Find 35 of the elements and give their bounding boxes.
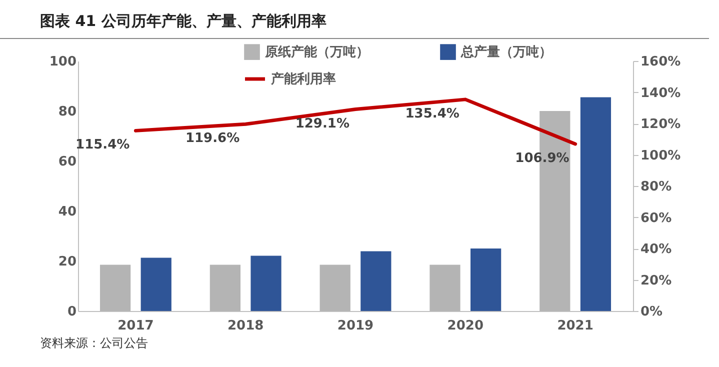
y2-tick-label: 140% — [640, 86, 681, 101]
bar — [360, 251, 392, 311]
y2-tick-label: 40% — [640, 242, 672, 257]
y2-tick-label: 0% — [640, 304, 663, 320]
data-label: 115.4% — [76, 138, 130, 153]
x-tick-label: 2021 — [557, 318, 594, 334]
legend-label: 总产量（万吨） — [460, 44, 552, 60]
y-tick-label: 40 — [58, 204, 76, 220]
bar — [250, 256, 282, 311]
y2-tick-label: 120% — [640, 117, 681, 132]
chart-title: 图表 41 公司历年产能、产量、产能利用率 — [0, 0, 709, 39]
bar — [470, 248, 502, 311]
line-series — [134, 98, 578, 146]
x-tick-label: 2020 — [447, 318, 484, 334]
data-label: 129.1% — [295, 116, 350, 132]
y-tick-label: 100 — [49, 54, 76, 70]
y2-tick-label: 60% — [640, 210, 672, 226]
y-tick-label: 0 — [67, 304, 76, 320]
y2-tick-label: 160% — [640, 54, 681, 70]
y2-tick-label: 100% — [640, 148, 681, 164]
bar — [140, 258, 172, 311]
y2-tick-label: 20% — [640, 273, 672, 288]
bar — [580, 97, 612, 311]
legend-label: 原纸产能（万吨） — [264, 44, 369, 60]
data-label: 135.4% — [405, 106, 460, 122]
x-tick-label: 2017 — [118, 318, 154, 334]
y-tick-label: 60 — [58, 154, 76, 170]
data-label: 119.6% — [185, 131, 240, 146]
y-tick-label: 80 — [58, 104, 76, 120]
legend-label: 产能利用率 — [270, 71, 336, 87]
x-tick-label: 2018 — [228, 318, 264, 334]
x-tick-label: 2019 — [337, 318, 374, 334]
y-tick-label: 20 — [58, 254, 76, 270]
text: 资料来源：公司公告 — [39, 335, 149, 352]
y2-tick-label: 80% — [640, 180, 672, 194]
